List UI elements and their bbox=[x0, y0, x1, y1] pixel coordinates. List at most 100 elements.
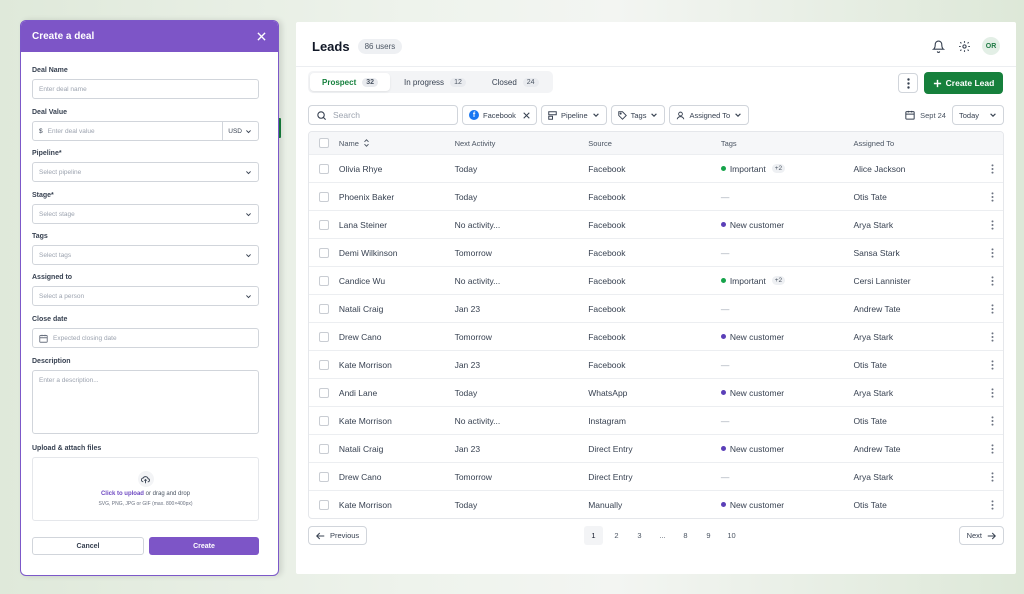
click-to-upload-link[interactable]: Click to upload bbox=[100, 491, 144, 497]
close-date-field: Close date Expected closing date bbox=[32, 316, 259, 348]
create-lead-button[interactable]: Create Lead bbox=[924, 72, 1003, 94]
row-menu-button[interactable] bbox=[981, 387, 1003, 398]
tab-closed[interactable]: Closed 24 bbox=[480, 73, 551, 91]
avatar[interactable]: OR bbox=[982, 37, 1000, 55]
bell-icon[interactable] bbox=[930, 38, 946, 54]
upload-field: Upload & attach files Click to upload or… bbox=[32, 445, 259, 521]
chevron-down-icon bbox=[246, 212, 251, 216]
search-input[interactable]: Search bbox=[308, 105, 458, 125]
lead-name: Demi Wilkinson bbox=[338, 247, 398, 258]
close-date-input[interactable]: Expected closing date bbox=[32, 328, 259, 348]
table-row[interactable]: Kate Morrison No activity... Instagram — Oti… bbox=[309, 406, 1003, 434]
row-checkbox[interactable] bbox=[318, 359, 329, 370]
row-menu-button[interactable] bbox=[981, 275, 1003, 286]
row-checkbox[interactable] bbox=[318, 163, 329, 174]
assigned-to-select[interactable]: Select a person bbox=[32, 286, 259, 306]
page-number[interactable]: 10 bbox=[727, 531, 736, 540]
page-number[interactable]: 3 bbox=[637, 531, 642, 540]
table-row[interactable]: Natali Craig Jan 23 Facebook — Andrew Tate bbox=[309, 294, 1003, 322]
row-menu-button[interactable] bbox=[981, 247, 1003, 258]
table-row[interactable]: Phoenix Baker Today Facebook — Otis Tate bbox=[309, 182, 1003, 210]
lead-name: Natali Craig bbox=[338, 443, 384, 454]
table-row[interactable]: Drew Cano Tomorrow Facebook New customer Ary… bbox=[309, 322, 1003, 350]
row-menu-button[interactable] bbox=[981, 331, 1003, 342]
row-menu-button[interactable] bbox=[981, 443, 1003, 454]
row-menu-button[interactable] bbox=[981, 303, 1003, 314]
column-header-name[interactable]: Name bbox=[339, 139, 455, 148]
row-checkbox[interactable] bbox=[318, 247, 329, 258]
tab-in-progress[interactable]: In progress 12 bbox=[392, 73, 478, 91]
pipeline-select[interactable]: Select pipeline bbox=[32, 162, 259, 182]
row-checkbox[interactable] bbox=[318, 387, 329, 398]
lead-name: Olivia Rhye bbox=[338, 163, 383, 174]
more-options-button[interactable] bbox=[898, 73, 918, 93]
page-number[interactable]: 2 bbox=[614, 531, 619, 540]
row-checkbox[interactable] bbox=[318, 331, 329, 342]
next-page-button[interactable]: Next bbox=[958, 526, 1004, 545]
assigned-person: Cersi Lannister bbox=[853, 275, 911, 286]
page-number[interactable]: 9 bbox=[706, 531, 711, 540]
row-menu-button[interactable] bbox=[981, 359, 1003, 370]
page-number[interactable]: 8 bbox=[683, 531, 688, 540]
row-checkbox[interactable] bbox=[318, 219, 329, 230]
dialog-actions: Cancel Create bbox=[32, 537, 259, 555]
deal-value-input[interactable]: $ Enter deal value USD bbox=[32, 121, 259, 141]
tags-select[interactable]: Select tags bbox=[32, 245, 259, 265]
lead-source: Facebook bbox=[588, 331, 626, 342]
cancel-button[interactable]: Cancel bbox=[32, 537, 144, 555]
facebook-filter-chip[interactable]: f Facebook bbox=[462, 105, 537, 125]
pipeline-filter[interactable]: Pipeline bbox=[540, 105, 607, 125]
lead-name: Kate Morrison bbox=[338, 359, 392, 370]
more-vertical-icon bbox=[991, 359, 994, 370]
row-menu-button[interactable] bbox=[981, 191, 1003, 202]
table-row[interactable]: Lana Steiner No activity... Facebook New cu… bbox=[309, 210, 1003, 238]
row-checkbox[interactable] bbox=[318, 275, 329, 286]
row-menu-button[interactable] bbox=[981, 219, 1003, 230]
select-all-checkbox[interactable] bbox=[318, 138, 329, 148]
row-menu-button[interactable] bbox=[981, 499, 1003, 510]
lead-tags: — bbox=[721, 248, 854, 258]
gear-icon[interactable] bbox=[956, 38, 972, 54]
table-row[interactable]: Olivia Rhye Today Facebook Important +2 Alice… bbox=[309, 154, 1003, 182]
table-row[interactable]: Drew Cano Tomorrow Direct Entry — Arya Stark bbox=[309, 462, 1003, 490]
deal-name-input[interactable]: Enter deal name bbox=[32, 79, 259, 99]
tag-label: New customer bbox=[729, 219, 785, 230]
create-button[interactable]: Create bbox=[149, 537, 259, 555]
page-numbers: 1 2 3... 8 9 10 bbox=[584, 526, 741, 545]
file-upload-dropzone[interactable]: Click to upload or drag and drop SVG, PN… bbox=[32, 457, 259, 521]
table-row[interactable]: Demi Wilkinson Tomorrow Facebook — Sansa Sta… bbox=[309, 238, 1003, 266]
assigned-person: Otis Tate bbox=[853, 499, 887, 510]
tab-prospect[interactable]: Prospect 32 bbox=[310, 73, 391, 91]
table-row[interactable]: Candice Wu No activity... Facebook Importan… bbox=[309, 266, 1003, 294]
chevron-down-icon bbox=[990, 113, 996, 117]
search-icon bbox=[317, 110, 327, 120]
date-range-select[interactable]: Today bbox=[951, 105, 1004, 125]
assigned-to-filter[interactable]: Assigned To bbox=[669, 105, 750, 125]
lead-tags: — bbox=[721, 472, 854, 482]
row-checkbox[interactable] bbox=[318, 499, 329, 510]
tags-filter[interactable]: Tags bbox=[610, 105, 666, 125]
previous-page-button[interactable]: Previous bbox=[308, 526, 368, 545]
row-checkbox[interactable] bbox=[318, 415, 329, 426]
row-menu-button[interactable] bbox=[981, 471, 1003, 482]
page-number[interactable]: 1 bbox=[584, 526, 603, 545]
description-textarea[interactable]: Enter a description... bbox=[32, 370, 259, 434]
lead-source: Facebook bbox=[588, 303, 626, 314]
lead-name: Andi Lane bbox=[338, 387, 378, 398]
currency-select[interactable]: USD bbox=[222, 122, 252, 140]
table-row[interactable]: Andi Lane Today WhatsApp New customer Arya S… bbox=[309, 378, 1003, 406]
next-activity: Jan 23 bbox=[454, 443, 481, 454]
row-menu-button[interactable] bbox=[981, 415, 1003, 426]
row-checkbox[interactable] bbox=[318, 443, 329, 454]
row-checkbox[interactable] bbox=[318, 191, 329, 202]
close-dialog-button[interactable] bbox=[255, 31, 267, 43]
table-row[interactable]: Kate Morrison Today Manually New customer Ot… bbox=[309, 490, 1003, 518]
description-field: Description Enter a description... bbox=[32, 358, 259, 434]
row-checkbox[interactable] bbox=[318, 471, 329, 482]
row-menu-button[interactable] bbox=[981, 163, 1003, 174]
table-row[interactable]: Natali Craig Jan 23 Direct Entry New custom… bbox=[309, 434, 1003, 462]
table-row[interactable]: Kate Morrison Jan 23 Facebook — Otis Tate bbox=[309, 350, 1003, 378]
lead-source: Facebook bbox=[588, 247, 626, 258]
row-checkbox[interactable] bbox=[318, 303, 329, 314]
stage-select[interactable]: Select stage bbox=[32, 204, 259, 224]
